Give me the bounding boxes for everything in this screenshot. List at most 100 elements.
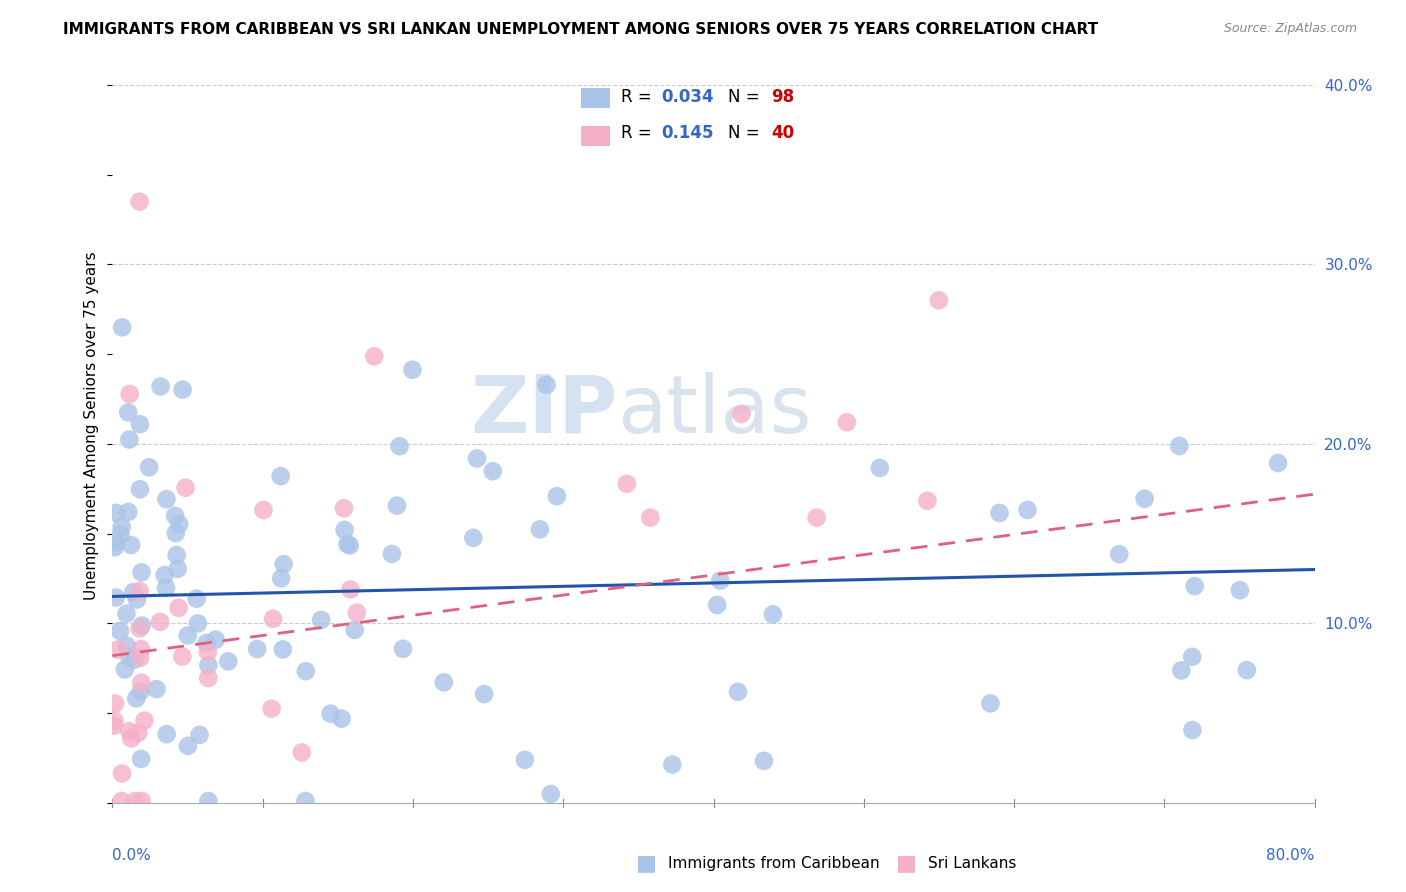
Point xyxy=(172,383,194,397)
Point xyxy=(339,538,361,552)
Point xyxy=(197,658,219,673)
Point xyxy=(661,757,683,772)
Point xyxy=(166,548,188,562)
Point xyxy=(262,612,284,626)
Point xyxy=(103,714,125,728)
Point xyxy=(472,687,495,701)
Point xyxy=(117,505,139,519)
Point xyxy=(129,483,152,497)
Point xyxy=(1267,456,1289,470)
Point xyxy=(260,701,283,715)
Text: atlas: atlas xyxy=(617,372,811,450)
Point xyxy=(385,499,408,513)
Text: 0.145: 0.145 xyxy=(662,125,714,143)
Point xyxy=(153,568,176,582)
Point xyxy=(1170,664,1192,678)
Point xyxy=(118,433,141,447)
Point xyxy=(333,523,356,537)
Point xyxy=(118,724,141,739)
Point xyxy=(270,571,292,585)
Point xyxy=(115,607,138,621)
Point xyxy=(172,649,194,664)
Bar xyxy=(581,88,610,108)
Point xyxy=(546,489,568,503)
Text: 0.0%: 0.0% xyxy=(112,848,152,863)
Text: N =: N = xyxy=(728,125,765,143)
Point xyxy=(129,752,152,766)
Point xyxy=(111,520,134,534)
Point xyxy=(481,464,503,478)
Point xyxy=(118,650,141,665)
Point xyxy=(806,510,828,524)
Text: N =: N = xyxy=(728,88,765,106)
Point xyxy=(125,592,148,607)
Point xyxy=(188,728,211,742)
Text: 80.0%: 80.0% xyxy=(1267,848,1315,863)
Point xyxy=(336,537,359,551)
Point xyxy=(270,469,292,483)
Point xyxy=(752,754,775,768)
Point xyxy=(129,642,152,657)
Point xyxy=(1181,723,1204,737)
Point xyxy=(252,503,274,517)
Point xyxy=(616,476,638,491)
Point xyxy=(273,557,295,571)
Point xyxy=(762,607,785,622)
Point xyxy=(401,363,423,377)
Point xyxy=(319,706,342,721)
Point xyxy=(388,439,411,453)
Point xyxy=(204,632,226,647)
Point xyxy=(165,526,187,541)
Point xyxy=(869,461,891,475)
Point xyxy=(187,616,209,631)
Point xyxy=(120,731,142,746)
Text: Immigrants from Caribbean: Immigrants from Caribbean xyxy=(668,856,880,871)
Point xyxy=(124,794,146,808)
Point xyxy=(167,517,190,532)
Point xyxy=(129,650,152,665)
Point xyxy=(111,766,134,780)
Point xyxy=(104,591,127,605)
Point xyxy=(174,481,197,495)
Point xyxy=(129,684,152,698)
Point xyxy=(108,624,131,638)
Point xyxy=(197,671,219,685)
Point xyxy=(540,787,562,801)
Point xyxy=(392,641,415,656)
Point xyxy=(294,664,316,678)
Point xyxy=(165,508,187,523)
Point xyxy=(465,451,488,466)
Point xyxy=(529,522,551,536)
Point xyxy=(1184,579,1206,593)
Point xyxy=(104,697,127,711)
Point xyxy=(138,460,160,475)
Text: R =: R = xyxy=(621,88,657,106)
Point xyxy=(177,739,200,753)
Point xyxy=(127,725,149,739)
Point xyxy=(128,194,150,209)
Point xyxy=(333,501,356,516)
Point xyxy=(246,642,269,657)
Point xyxy=(166,562,188,576)
Point xyxy=(125,691,148,706)
Point xyxy=(291,746,314,760)
Point xyxy=(104,541,127,555)
Point xyxy=(105,535,128,549)
Text: IMMIGRANTS FROM CARIBBEAN VS SRI LANKAN UNEMPLOYMENT AMONG SENIORS OVER 75 YEARS: IMMIGRANTS FROM CARIBBEAN VS SRI LANKAN … xyxy=(63,22,1098,37)
Point xyxy=(1133,491,1156,506)
Point xyxy=(343,623,366,637)
Point xyxy=(128,621,150,635)
Point xyxy=(114,662,136,676)
Point xyxy=(988,506,1011,520)
Point xyxy=(149,379,172,393)
Point xyxy=(129,417,152,432)
Point xyxy=(131,566,153,580)
Point xyxy=(928,293,950,308)
Point xyxy=(381,547,404,561)
Point xyxy=(706,598,728,612)
Point xyxy=(727,685,749,699)
Point xyxy=(115,639,138,653)
Point xyxy=(131,675,153,690)
Text: ■: ■ xyxy=(897,854,917,873)
Point xyxy=(1236,663,1258,677)
